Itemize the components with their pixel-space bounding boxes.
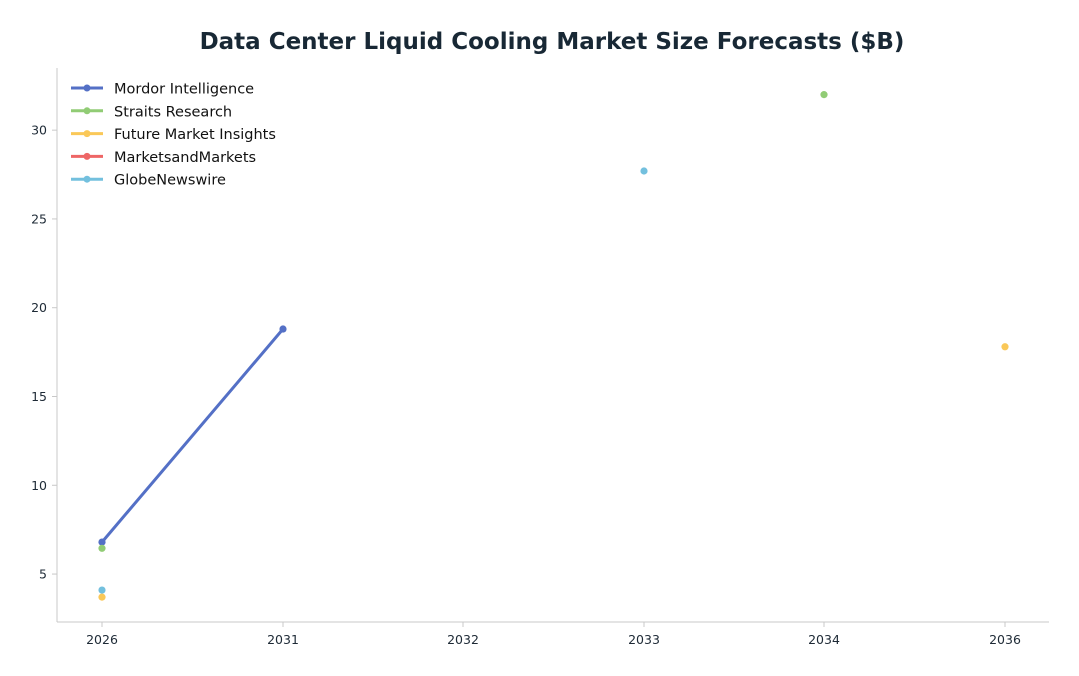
x-tick-label: 2032 (447, 632, 479, 647)
legend-label: MarketsandMarkets (114, 150, 256, 166)
legend-label: Straits Research (114, 104, 232, 120)
legend-label: Mordor Intelligence (114, 82, 254, 98)
data-point (98, 593, 106, 601)
series-lines (100, 327, 285, 544)
y-tick-label: 25 (31, 211, 47, 226)
y-tick-label: 20 (31, 300, 47, 315)
data-point (640, 167, 648, 175)
series-line-0 (100, 327, 285, 544)
y-tick-label: 15 (31, 389, 47, 404)
y-ticks: 5 10 15 20 25 30 (31, 123, 57, 582)
x-tick-label: 2034 (808, 632, 840, 647)
data-point (98, 544, 106, 552)
data-point (279, 325, 287, 333)
x-ticks: 2026 2031 2032 2033 2034 2036 (86, 622, 1021, 647)
data-point (98, 538, 106, 546)
legend-marker (83, 152, 91, 160)
x-tick-label: 2031 (267, 632, 299, 647)
x-tick-label: 2036 (989, 632, 1021, 647)
x-tick-label: 2033 (628, 632, 660, 647)
y-tick-label: 5 (39, 567, 47, 582)
chart-title: Data Center Liquid Cooling Market Size F… (200, 29, 905, 55)
x-tick-label: 2026 (86, 632, 118, 647)
axes (56, 68, 1049, 623)
legend-marker (83, 84, 91, 92)
data-point (820, 91, 828, 99)
legend-marker (83, 175, 91, 183)
legend-marker (83, 107, 91, 115)
y-tick-label: 10 (31, 478, 47, 493)
legend-label: GlobeNewswire (114, 173, 226, 189)
legend: Mordor Intelligence Straits Research Futur… (71, 82, 276, 189)
legend-label: Future Market Insights (114, 127, 276, 143)
series-points (98, 91, 1009, 601)
data-point (98, 586, 106, 594)
legend-marker (83, 130, 91, 138)
data-point (1001, 343, 1009, 351)
y-tick-label: 30 (31, 123, 47, 138)
